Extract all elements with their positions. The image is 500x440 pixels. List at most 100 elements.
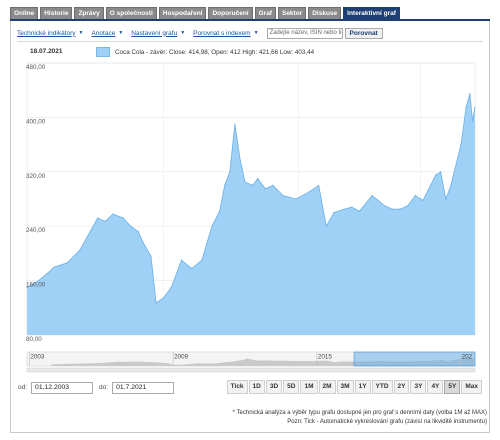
chart-toolbar: Technické indikátory ▼ Anotace ▼ Nastave… — [17, 26, 383, 40]
data-point — [414, 195, 416, 197]
data-point — [474, 106, 476, 108]
data-point — [201, 259, 203, 261]
data-point — [257, 178, 259, 180]
tab-recommendations[interactable]: Doporučení — [208, 7, 253, 19]
annotations-link[interactable]: Anotace — [91, 29, 116, 37]
navigator-year-label: 2009 — [174, 354, 189, 361]
navigator-year-label: 202 — [462, 354, 473, 361]
tab-history[interactable]: Historie — [40, 7, 73, 19]
chart-legend[interactable]: Coca Cola - závěr: Close: 414,98, Open: … — [96, 47, 314, 57]
navigator-year-label: 2015 — [318, 354, 333, 361]
zoom-5d-button[interactable]: 5D — [283, 380, 300, 394]
data-point — [224, 184, 226, 186]
tab-news[interactable]: Zprávy — [74, 7, 104, 19]
tab-interactive-chart[interactable]: Interaktivní graf — [343, 7, 400, 20]
data-point — [53, 266, 56, 268]
data-point — [46, 273, 48, 275]
tab-discussion[interactable]: Diskuse — [308, 7, 342, 19]
zoom-2y-button[interactable]: 2Y — [393, 380, 410, 394]
data-point — [391, 208, 393, 210]
zoom-4y-button[interactable]: 4Y — [427, 380, 444, 394]
compare-button[interactable]: Porovnat — [344, 27, 383, 39]
navigator-scrollbar[interactable] — [26, 367, 476, 373]
data-point — [36, 281, 38, 283]
data-point — [26, 286, 28, 288]
technical-indicators-link[interactable]: Technické indikátory — [17, 29, 76, 37]
zoom-5y-button[interactable]: 5Y — [444, 380, 461, 394]
data-point — [150, 255, 152, 257]
data-point — [343, 208, 345, 210]
y-tick-label: 480,00 — [26, 64, 46, 71]
data-point — [282, 195, 284, 197]
data-point — [384, 205, 386, 207]
legend-swatch — [96, 47, 110, 57]
data-point — [163, 297, 165, 299]
content-panel — [10, 21, 490, 433]
compare-index-link[interactable]: Porovnat s indexem — [193, 29, 251, 37]
chevron-down-icon[interactable]: ▼ — [78, 30, 84, 36]
data-point — [170, 286, 172, 288]
data-point — [180, 259, 183, 261]
zoom-3m-button[interactable]: 3M — [336, 380, 354, 394]
tab-sector[interactable]: Sektor — [277, 7, 307, 19]
zoom-1m-button[interactable]: 1M — [300, 380, 318, 394]
zoom-3d-button[interactable]: 3D — [265, 380, 283, 394]
y-tick-label: 320,00 — [26, 173, 46, 180]
data-point — [252, 184, 254, 186]
data-point — [469, 93, 471, 95]
tab-about-company[interactable]: O společnosti — [105, 7, 157, 19]
data-point — [234, 123, 236, 125]
tab-underline — [10, 19, 490, 21]
zoom-max-button[interactable]: Max — [461, 380, 482, 394]
data-point — [155, 302, 157, 304]
zoom-ytd-button[interactable]: YTD — [371, 380, 393, 394]
to-label: do: — [99, 384, 109, 391]
footnote-tick: Pozn: Tick - Automatické vykreslování gr… — [287, 419, 487, 425]
compare-search-input[interactable]: Zadejte název, ISIN nebo ticker — [266, 27, 343, 39]
chart-date: 18.07.2021 — [30, 48, 63, 55]
data-point — [440, 171, 442, 173]
data-point — [264, 188, 266, 190]
data-point — [450, 184, 452, 186]
data-point — [318, 184, 320, 186]
data-point — [112, 213, 114, 215]
tab-bar: Online Historie Zprávy O společnosti Hos… — [10, 7, 402, 20]
footnote-technical: * Technická analýza a výběr typu grafu d… — [232, 410, 487, 416]
chevron-down-icon[interactable]: ▼ — [180, 30, 186, 36]
chart-settings-link[interactable]: Nastavení grafu — [131, 29, 178, 37]
data-point — [122, 217, 124, 219]
data-point — [97, 217, 99, 219]
data-point — [295, 198, 297, 200]
zoom-1d-button[interactable]: 1D — [248, 380, 265, 394]
navigator-selection — [353, 351, 476, 367]
tab-online[interactable]: Online — [10, 7, 39, 19]
data-point — [460, 144, 462, 146]
data-point — [79, 249, 81, 251]
chevron-down-icon[interactable]: ▼ — [118, 30, 124, 36]
data-point — [325, 225, 327, 227]
data-point — [244, 181, 246, 183]
data-point — [358, 210, 360, 212]
from-date-input[interactable]: 01.12.2003 — [31, 381, 94, 394]
zoom-1y-button[interactable]: 1Y — [354, 380, 371, 394]
from-label: od: — [18, 384, 28, 391]
data-point — [66, 262, 68, 264]
tab-financials[interactable]: Hospodaření — [158, 7, 207, 19]
data-point — [272, 184, 274, 186]
chevron-down-icon[interactable]: ▼ — [253, 30, 259, 36]
zoom-3y-button[interactable]: 3Y — [410, 380, 427, 394]
data-point — [435, 174, 437, 176]
tab-chart[interactable]: Graf — [254, 7, 276, 19]
data-point — [142, 242, 144, 244]
zoom-buttons: Tick 1D 3D 5D 1M 2M 3M 1Y YTD 2Y 3Y 4Y 5… — [226, 380, 482, 394]
zoom-tick-button[interactable]: Tick — [226, 380, 248, 394]
y-tick-label: 80,00 — [26, 336, 42, 343]
zoom-2m-button[interactable]: 2M — [318, 380, 336, 394]
data-point — [239, 157, 241, 159]
data-point — [407, 205, 409, 207]
data-point — [333, 212, 335, 214]
to-date-input[interactable]: 01.7.2021 — [112, 381, 175, 394]
data-point — [422, 199, 424, 201]
data-point — [399, 208, 401, 210]
